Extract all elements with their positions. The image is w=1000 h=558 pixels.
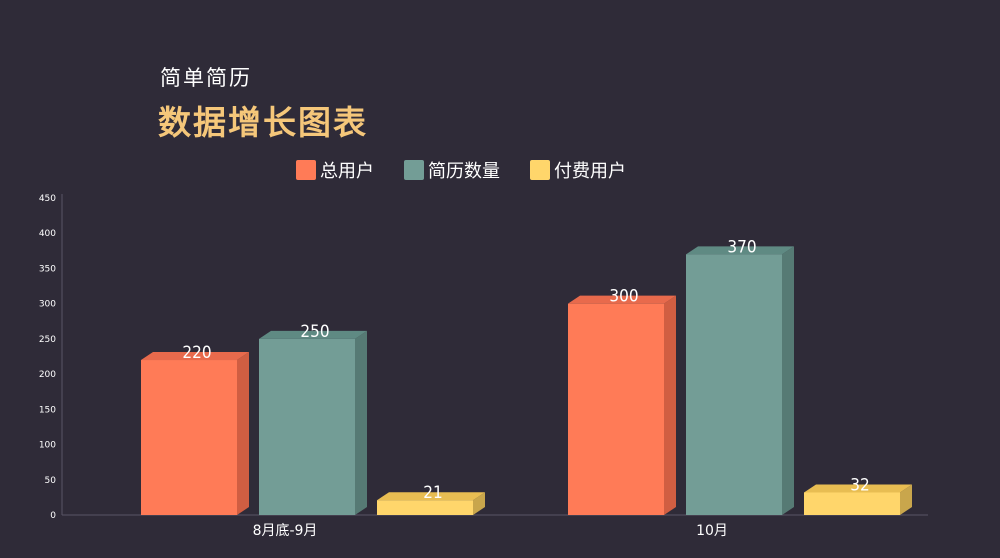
bar-value-label: 32 bbox=[850, 475, 869, 495]
legend-item-paying-users[interactable]: 付费用户 bbox=[530, 157, 626, 183]
x-category-label: 8月底-9月 bbox=[253, 523, 318, 539]
chart-legend: 总用户 简历数量 付费用户 bbox=[296, 157, 656, 183]
bar-top bbox=[804, 484, 912, 493]
bar-value-label: 250 bbox=[300, 322, 329, 342]
y-tick-label: 400 bbox=[39, 229, 56, 239]
bar-side bbox=[900, 484, 912, 515]
legend-swatch-resume-count bbox=[404, 160, 424, 180]
legend-item-total-users[interactable]: 总用户 bbox=[296, 157, 374, 183]
bar-side bbox=[355, 330, 367, 515]
legend-swatch-total-users bbox=[296, 160, 316, 180]
legend-label-resume-count: 简历数量 bbox=[428, 161, 500, 182]
y-tick-label: 450 bbox=[39, 194, 56, 204]
chart-title: 数据增长图表 bbox=[158, 103, 368, 142]
bar-top bbox=[377, 492, 485, 501]
bar bbox=[686, 254, 782, 515]
bar bbox=[568, 303, 664, 515]
bar-value-label: 370 bbox=[727, 237, 756, 257]
y-tick-label: 200 bbox=[39, 370, 56, 380]
legend-label-total-users: 总用户 bbox=[320, 161, 374, 182]
legend-label-paying-users: 付费用户 bbox=[554, 161, 626, 182]
bar bbox=[804, 492, 900, 515]
y-tick-label: 50 bbox=[45, 476, 57, 486]
y-tick-label: 150 bbox=[39, 405, 56, 415]
legend-swatch-paying-users bbox=[530, 160, 550, 180]
y-tick-label: 350 bbox=[39, 264, 56, 274]
bar bbox=[259, 338, 355, 515]
bar bbox=[377, 500, 473, 515]
bar-top bbox=[259, 330, 367, 339]
bar-value-label: 300 bbox=[609, 287, 638, 307]
y-tick-label: 100 bbox=[39, 441, 56, 451]
bar-side bbox=[473, 492, 485, 515]
y-tick-label: 300 bbox=[39, 300, 56, 310]
bar-value-label: 21 bbox=[423, 483, 442, 503]
bar-value-label: 220 bbox=[182, 343, 211, 363]
bar-top bbox=[568, 295, 676, 304]
x-category-label: 10月 bbox=[696, 523, 728, 539]
bar-top bbox=[141, 352, 249, 361]
bar bbox=[141, 360, 237, 515]
y-tick-label: 250 bbox=[39, 335, 56, 345]
bar-side bbox=[664, 295, 676, 515]
bar-side bbox=[237, 352, 249, 515]
bar-side bbox=[782, 246, 794, 515]
bar-top bbox=[686, 246, 794, 255]
y-tick-label: 0 bbox=[50, 511, 56, 521]
chart-subtitle: 简单简历 bbox=[160, 66, 252, 90]
legend-item-resume-count[interactable]: 简历数量 bbox=[404, 157, 500, 183]
